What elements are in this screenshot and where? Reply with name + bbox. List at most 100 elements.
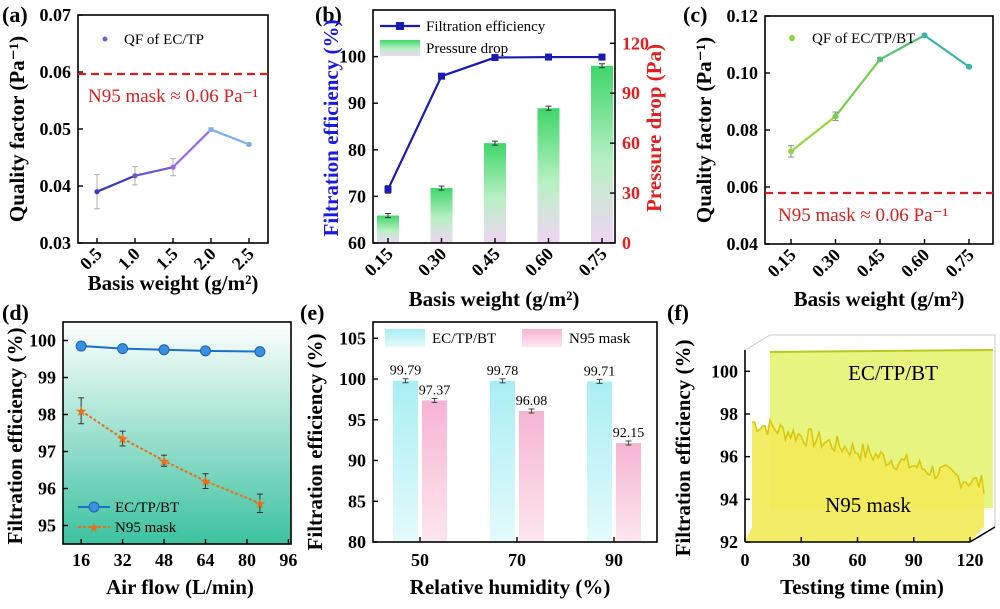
- panel-d-n95-point: ★: [75, 405, 88, 420]
- panel-c-xtick-label-2: 0.45: [852, 245, 888, 281]
- panel-b-xtick-label-1: 0.30: [414, 244, 450, 280]
- panel-b-efficiency-point: [545, 53, 552, 61]
- panel-e-xtick-label-0: 50: [411, 550, 429, 570]
- panel-f-ytick-label-1: 94: [720, 489, 738, 509]
- panel-c-legend-marker: [789, 35, 795, 41]
- panel-e-ytick-label-3: 95: [348, 410, 366, 430]
- panel-a-ytick-label-4: 0.07: [40, 5, 72, 25]
- panel-b-right-ytick-label-1: 30: [622, 183, 640, 203]
- panel-d-ytick-label-2: 97: [38, 442, 56, 462]
- panel-f-xtick-label-2: 60: [849, 550, 867, 570]
- panel-f-ectpbt-label: EC/TP/BT: [848, 361, 938, 385]
- panel-e-ylabel: Filtration efficiency (%): [303, 334, 327, 551]
- panel-f-ytick-label-4: 100: [711, 361, 738, 381]
- panel-d-ytick-label-5: 100: [29, 331, 56, 351]
- panel-e-legend-n95: N95 mask: [569, 331, 631, 347]
- panel-b-right-ytick-label-2: 60: [622, 133, 640, 153]
- panel-f-depth-axis: [969, 526, 996, 543]
- panel-f-ytick-label-3: 98: [720, 404, 738, 424]
- panel-d-ytick-label-3: 98: [38, 405, 56, 425]
- panel-d-ectpbt-point: [75, 340, 87, 352]
- panel-d-legend-ectpbt: EC/TP/BT: [115, 500, 179, 516]
- panel-a-reference-label: N95 mask ≈ 0.06 Pa⁻¹: [88, 86, 259, 107]
- panel-e-legend-ectpbt: EC/TP/BT: [432, 331, 496, 347]
- panel-c-xtick-label-4: 0.75: [941, 245, 977, 281]
- panel-a-point: [246, 141, 252, 147]
- panel-a-legend-marker: [102, 36, 108, 42]
- panel-f: (f) EC/TP/BT N95 mask 92 94 96 98 100 0 30 60 9…: [667, 300, 996, 599]
- panel-b-legend-bar-swatch: [380, 40, 420, 56]
- panel-a-line-segment: [210, 128, 250, 146]
- panel-e-value-label: 99.79: [390, 364, 422, 379]
- panel-a-point: [94, 189, 100, 195]
- panel-b-ylabel2: Pressure drop (Pa): [642, 44, 666, 212]
- panel-e-value-label: 92.15: [613, 426, 645, 441]
- panel-a-xtick-label-1: 1.0: [114, 244, 144, 274]
- panel-f-n95-area: [745, 420, 984, 542]
- panel-d-xtick-label-3: 64: [197, 550, 215, 570]
- panel-a-ytick-label-3: 0.06: [40, 62, 72, 82]
- panel-d-ectpbt-point: [254, 346, 266, 358]
- panel-e-bar-n95: [422, 400, 447, 542]
- panel-b-ytick-label-3: 90: [348, 93, 366, 113]
- panel-d-n95-point: ★: [158, 455, 171, 470]
- panel-d-frame: [62, 321, 292, 545]
- panel-a-xtick-label-0: 0.5: [76, 244, 106, 274]
- panel-e-frame: [372, 321, 658, 543]
- panel-b-efficiency-point: [438, 72, 445, 80]
- panel-c-point: [877, 56, 883, 63]
- panel-a-line-segment: [96, 174, 136, 193]
- panel-d-xtick-label-5: 96: [279, 550, 297, 570]
- panel-b-legend-square-marker: [396, 22, 404, 30]
- panel-f-xtick-label-0: 0: [741, 550, 750, 570]
- panel-b-efficiency-point: [491, 54, 499, 62]
- panel-e-bar-ectpbt: [490, 380, 515, 542]
- panel-c-legend-label: QF of EC/TP/BT: [812, 31, 915, 47]
- panel-e-ytick-label-1: 85: [348, 491, 366, 511]
- panel-e-value-label: 97.37: [419, 383, 451, 398]
- panel-b-ytick-label-2: 80: [348, 140, 366, 160]
- panel-c-xtick-label-1: 0.30: [808, 245, 844, 281]
- panel-b-right-ytick-label-0: 0: [622, 233, 631, 253]
- panel-b-pressure-bar: [537, 108, 560, 243]
- panel-d-legend-marker-n95: ★: [88, 520, 100, 535]
- panel-f-xtick-label-4: 120: [957, 550, 984, 570]
- panel-b-pressure-bar: [377, 215, 399, 243]
- panel-c-line-segment: [834, 58, 881, 117]
- panel-a-point: [170, 164, 176, 170]
- panel-a-xtick-label-3: 2.0: [190, 244, 220, 274]
- panel-b-ytick-label-4: 100: [339, 47, 366, 67]
- panel-a-ytick-label-2: 0.05: [40, 119, 72, 139]
- panel-a-ytick-label-1: 0.04: [40, 176, 72, 196]
- panel-d-ytick-label-0: 95: [38, 516, 56, 536]
- panel-c-xtick-label-0: 0.15: [763, 245, 799, 281]
- panel-d-ectpbt-point: [117, 343, 129, 355]
- panel-a-line-segment: [172, 128, 212, 168]
- panel-e-xtick-label-1: 70: [508, 550, 526, 570]
- panel-e-value-label: 99.71: [584, 364, 616, 379]
- panel-e-bar-ectpbt: [587, 381, 612, 542]
- panel-b-label: (b): [315, 2, 342, 27]
- panel-b-right-ytick-label-4: 120: [622, 33, 649, 53]
- panel-c-line-segment: [923, 34, 970, 68]
- panel-b-xlabel: Basis weight (g/m²): [409, 287, 580, 311]
- panel-c-ytick-label-3: 0.10: [727, 63, 759, 83]
- panel-d-ylabel: Filtration efficiency (%): [3, 328, 27, 545]
- panel-a-frame: [77, 14, 269, 244]
- panel-e-value-label: 99.78: [487, 364, 519, 379]
- panel-a-xlabel: Basis weight (g/m²): [88, 271, 259, 295]
- panel-c-xtick-label-3: 0.60: [897, 245, 933, 281]
- panel-a-ylabel: Quality factor (Pa⁻¹): [5, 36, 29, 222]
- panel-d-ectpbt-point: [158, 344, 170, 356]
- panel-e-label: (e): [300, 300, 324, 325]
- panel-a-point: [132, 173, 138, 179]
- panel-b-efficiency-point: [384, 185, 392, 193]
- panel-e-xlabel: Relative humidity (%): [410, 575, 611, 599]
- panel-f-label: (f): [667, 300, 689, 325]
- panel-e-xtick-label-2: 90: [605, 550, 623, 570]
- panel-d-xtick-label-0: 16: [72, 550, 90, 570]
- panel-c-line-segment: [879, 34, 926, 61]
- panel-c-point: [788, 148, 794, 155]
- panel-e-legend-swatch-ectpbt: [385, 329, 425, 347]
